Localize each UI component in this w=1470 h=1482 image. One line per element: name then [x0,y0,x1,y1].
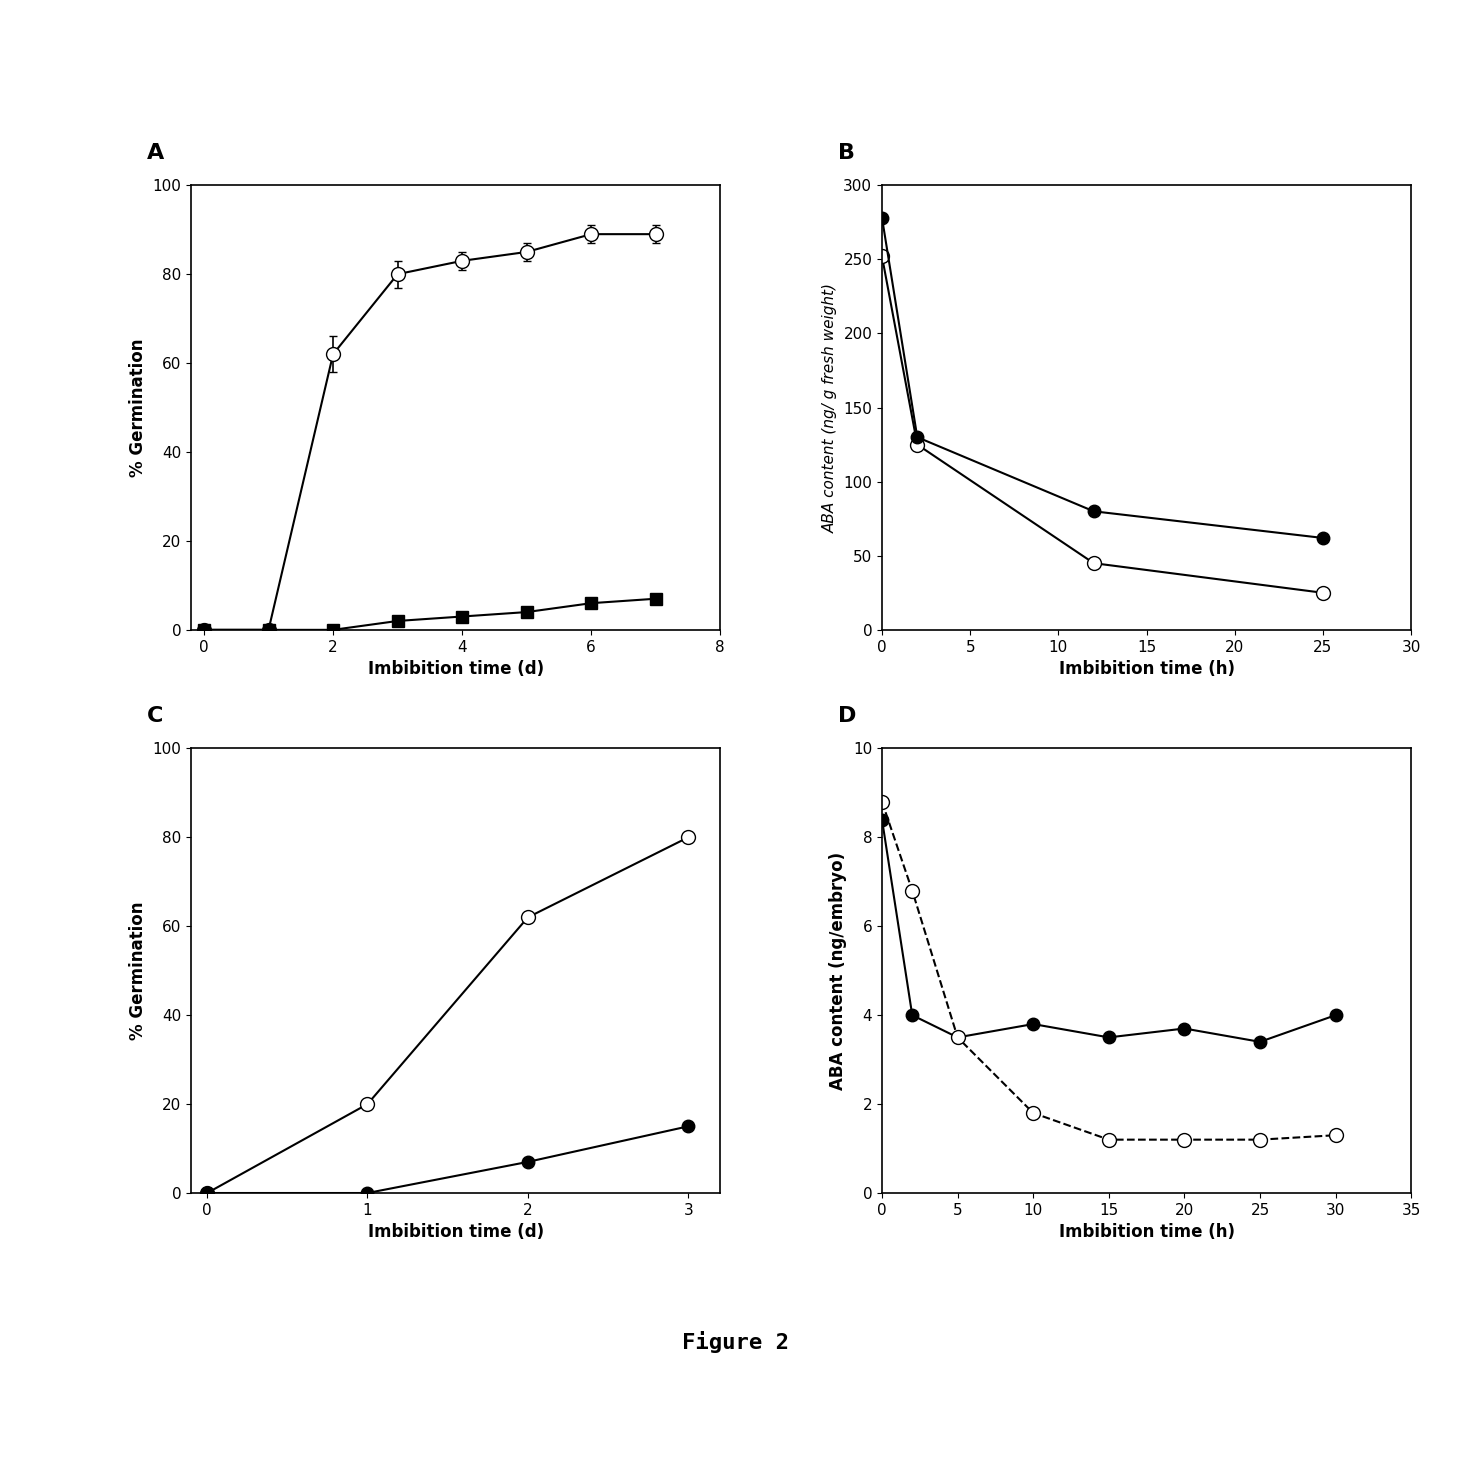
X-axis label: Imbibition time (h): Imbibition time (h) [1058,1223,1235,1242]
Text: C: C [147,707,163,726]
X-axis label: Imbibition time (d): Imbibition time (d) [368,659,544,679]
Text: B: B [838,144,856,163]
Text: Figure 2: Figure 2 [682,1331,788,1353]
Y-axis label: % Germination: % Germination [129,901,147,1040]
Text: D: D [838,707,856,726]
Text: A: A [147,144,165,163]
Y-axis label: % Germination: % Germination [129,338,147,477]
Y-axis label: ABA content (ng/ g fresh weight): ABA content (ng/ g fresh weight) [823,283,838,532]
X-axis label: Imbibition time (h): Imbibition time (h) [1058,659,1235,679]
Y-axis label: ABA content (ng/embryo): ABA content (ng/embryo) [829,852,848,1089]
X-axis label: Imbibition time (d): Imbibition time (d) [368,1223,544,1242]
